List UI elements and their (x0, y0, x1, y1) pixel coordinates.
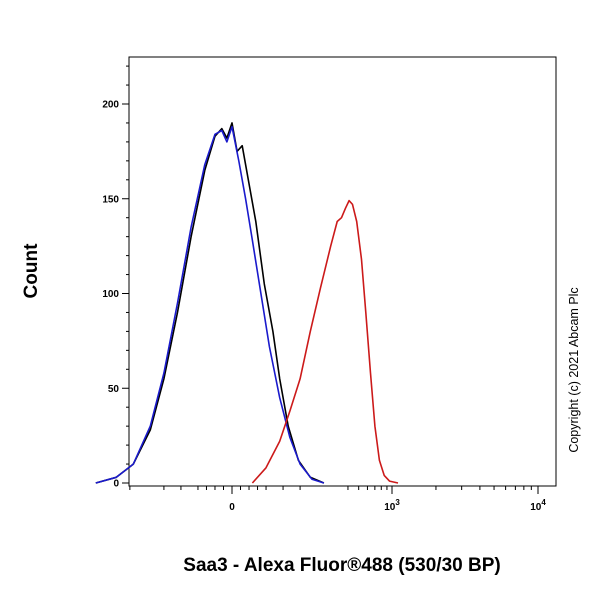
x-tick-label-base: 0 (229, 502, 235, 513)
copyright-text: Copyright (c) 2021 Abcam Plc (567, 287, 581, 452)
x-tick-label: 103 (384, 498, 400, 513)
plot-frame (128, 56, 557, 487)
y-tick-label: 150 (102, 194, 119, 205)
histogram-series-2 (95, 125, 325, 484)
y-tick-label: 100 (102, 289, 119, 300)
x-tick-label: 104 (530, 498, 546, 513)
y-tick-label: 200 (102, 100, 119, 111)
x-tick-label: 0 (229, 502, 235, 513)
histogram-series-3 (251, 199, 399, 484)
x-tick-label-base: 10 (530, 502, 542, 513)
y-tick-label: 0 (113, 479, 119, 490)
series-layer (95, 122, 399, 484)
x-axis: 0 103 104 (129, 486, 546, 513)
y-axis-title: Count (21, 243, 42, 299)
x-axis-title: Saa3 - Alexa Fluor®488 (530/30 BP) (183, 555, 500, 576)
x-tick-label-base: 10 (384, 502, 396, 513)
x-tick-label-exponent: 4 (541, 498, 546, 507)
histogram-series-1 (95, 122, 325, 484)
y-axis: 0 50 100 150 200 (102, 65, 129, 490)
x-tick-label-exponent: 3 (395, 498, 400, 507)
y-tick-label: 50 (108, 384, 120, 395)
